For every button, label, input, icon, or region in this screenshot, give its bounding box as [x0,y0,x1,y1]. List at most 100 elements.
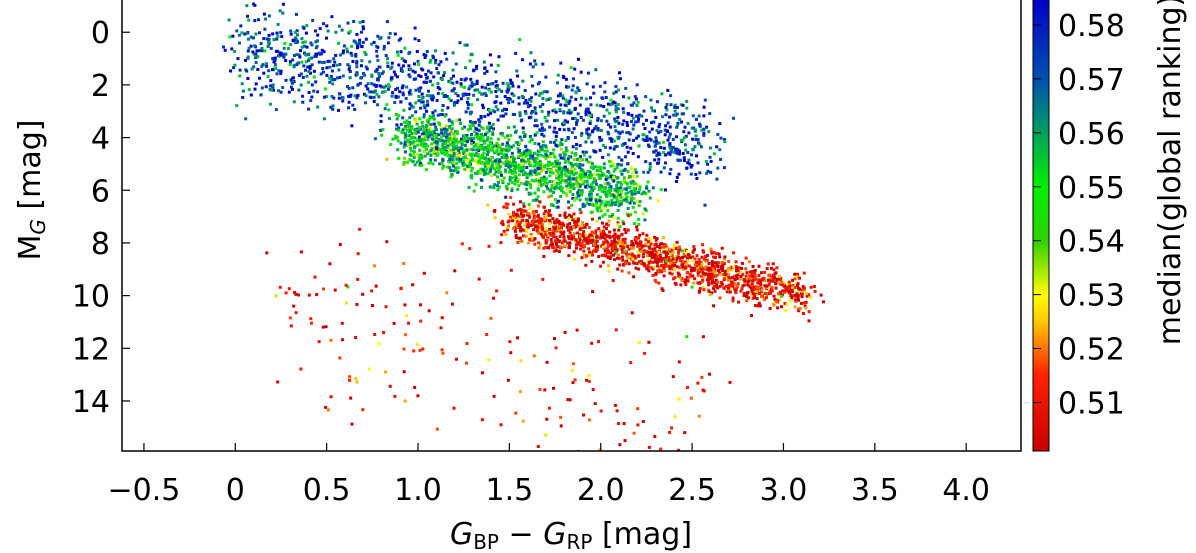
heatmap-cell [654,280,658,284]
heatmap-cell [397,128,401,132]
heatmap-cell [497,88,501,92]
heatmap-cell [617,253,620,257]
heatmap-cell [578,175,582,179]
heatmap-cell [401,91,405,95]
heatmap-cell [750,271,754,275]
heatmap-cell [297,74,301,77]
heatmap-cell [309,41,313,45]
heatmap-cell [578,238,582,242]
heatmap-cell [745,299,749,303]
heatmap-cell [426,138,430,142]
x-tick-label: 0.5 [303,473,351,508]
heatmap-cell [716,166,720,170]
heatmap-cell [540,129,544,133]
heatmap-cell [276,23,280,26]
heatmap-cell [791,294,795,298]
heatmap-cell [529,232,533,236]
heatmap-cell [633,168,637,172]
heatmap-cell [694,173,698,176]
heatmap-cell [497,144,501,148]
heatmap-cell [618,242,622,245]
heatmap-cell [389,143,393,146]
heatmap-cell [388,32,392,35]
heatmap-cell [414,110,418,114]
heatmap-cell [632,201,636,205]
heatmap-cell [512,213,515,217]
heatmap-cell [757,302,761,306]
colorbar-tick-label: 0.57 [1058,63,1125,98]
heatmap-cell [581,163,585,167]
heatmap-cell [275,37,279,41]
heatmap-cell [637,254,641,258]
heatmap-cell [565,194,569,198]
heatmap-cell [692,245,696,249]
heatmap-cell [659,188,663,192]
heatmap-cell [378,37,382,41]
heatmap-cell [726,268,730,272]
heatmap-cell [630,311,634,315]
heatmap-cell [277,69,281,73]
heatmap-cell [440,316,444,320]
heatmap-cell [484,132,487,136]
heatmap-cell [304,52,308,56]
heatmap-cell [348,375,352,379]
heatmap-cell [530,169,534,173]
heatmap-cell [753,269,757,272]
heatmap-cell [601,245,605,249]
heatmap-cell [708,146,712,150]
heatmap-cell [244,117,248,121]
heatmap-cell [510,170,514,173]
heatmap-cell [422,53,426,57]
heatmap-cell [572,198,576,202]
heatmap-cell [552,130,556,134]
heatmap-cell [632,186,636,190]
heatmap-cell [641,255,645,259]
x-tick-label: 1.5 [486,473,534,508]
heatmap-cell [745,282,749,286]
heatmap-cell [753,304,757,307]
heatmap-cell [657,141,661,145]
heatmap-cell [508,86,512,90]
heatmap-cell [666,130,670,133]
heatmap-cell [431,133,435,137]
heatmap-cell [556,81,559,85]
heatmap-cell [537,142,541,146]
heatmap-cell [584,233,588,236]
heatmap-cell [753,288,757,292]
heatmap-cell [443,114,447,118]
heatmap-cell [490,174,494,177]
heatmap-cell [752,293,756,297]
heatmap-cell [605,119,609,123]
heatmap-cell [616,267,620,271]
heatmap-cell [549,152,553,155]
heatmap-cell [707,262,711,265]
heatmap-cell [590,202,594,206]
heatmap-cell [475,79,479,83]
heatmap-cell [560,142,564,146]
heatmap-cell [393,394,397,398]
heatmap-cell [697,258,701,261]
heatmap-cell [376,58,380,62]
heatmap-cell [433,61,437,65]
heatmap-cell [410,127,414,131]
heatmap-cell [493,172,497,176]
heatmap-cell [442,95,446,98]
heatmap-cell [607,132,611,136]
heatmap-cell [683,254,687,258]
heatmap-cell [612,91,616,95]
heatmap-cell [482,60,486,64]
heatmap-cell [438,113,442,117]
heatmap-cell [796,283,799,287]
heatmap-cell [567,177,571,181]
heatmap-cell [561,190,565,194]
heatmap-cell [572,183,576,187]
heatmap-cell [540,162,544,166]
heatmap-cell [450,137,454,141]
heatmap-cell [526,101,529,105]
heatmap-cell [548,180,552,183]
heatmap-cell [454,146,458,150]
heatmap-cell [575,158,579,161]
heatmap-cell [586,170,590,173]
colorbar-tick-label: 0.51 [1058,386,1125,421]
heatmap-cell [483,66,487,70]
